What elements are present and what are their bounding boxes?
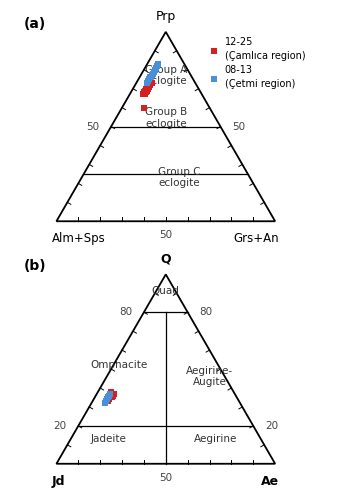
Text: 20: 20 (265, 421, 279, 431)
Text: (Çamlıca region): (Çamlıca region) (225, 51, 305, 61)
Text: Grs+An: Grs+An (234, 232, 280, 245)
Text: 12-25: 12-25 (225, 37, 253, 47)
Text: Group B
eclogite: Group B eclogite (145, 107, 187, 129)
Text: (Çetmi region): (Çetmi region) (225, 79, 295, 89)
Text: Q: Q (160, 252, 171, 266)
Text: Aegirine-
Augite: Aegirine- Augite (186, 366, 233, 388)
Text: Quad: Quad (152, 286, 180, 296)
Text: 50: 50 (232, 122, 246, 132)
Text: Jadeite: Jadeite (91, 434, 127, 444)
Text: 50: 50 (159, 472, 172, 482)
Text: 50: 50 (86, 122, 99, 132)
Text: Alm+Sps: Alm+Sps (52, 232, 106, 245)
Text: 20: 20 (53, 421, 66, 431)
Text: Group A
eclogite: Group A eclogite (145, 64, 187, 86)
Text: Group C
eclogite: Group C eclogite (158, 167, 200, 188)
Text: 50: 50 (159, 230, 172, 240)
Text: (b): (b) (24, 259, 46, 273)
Text: Aegirine: Aegirine (194, 434, 238, 444)
Text: 80: 80 (119, 307, 132, 317)
Text: Jd: Jd (52, 474, 66, 488)
Text: (a): (a) (24, 16, 46, 30)
Text: 08-13: 08-13 (225, 66, 253, 76)
Text: Prp: Prp (156, 10, 176, 23)
Text: Ae: Ae (261, 474, 280, 488)
Text: Omphacite: Omphacite (90, 360, 147, 370)
Text: 80: 80 (200, 307, 213, 317)
